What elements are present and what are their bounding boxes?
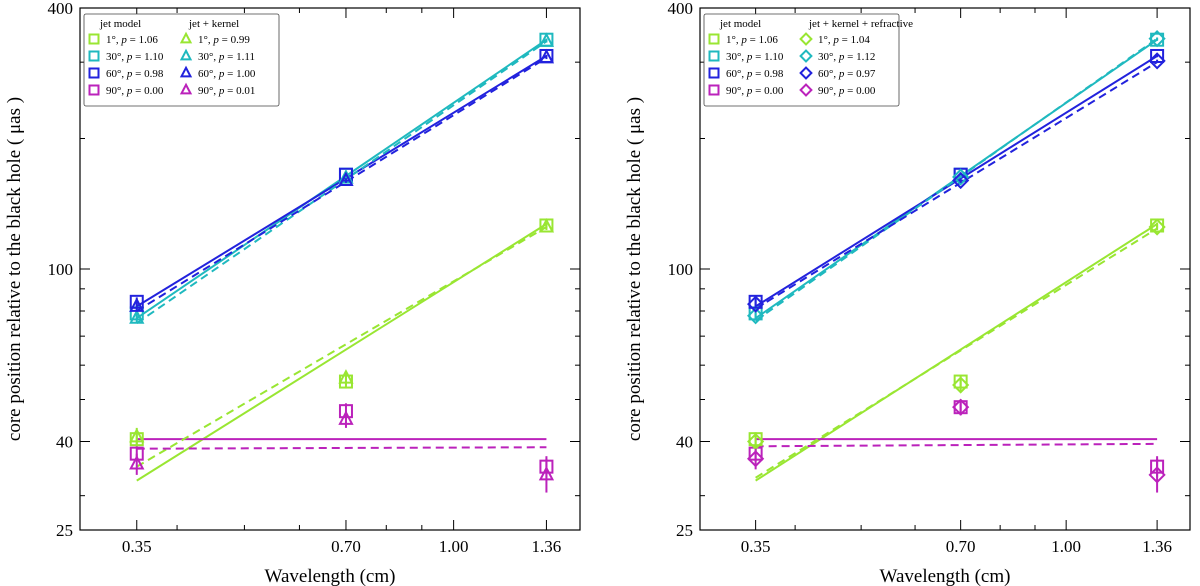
legend-box [703, 13, 900, 107]
data-point-square [708, 50, 720, 62]
y-tick-label: 25 [676, 521, 693, 540]
data-point-triangle [179, 48, 193, 61]
legend-entry: 1°, p = 1.06 [726, 34, 778, 46]
y-tick-label: 40 [676, 433, 693, 452]
legend: jet model jet + kernel 1°, p = 1.06 30°, p … [83, 13, 280, 107]
y-tick-label: 400 [48, 0, 74, 18]
data-point-diamond [1148, 29, 1166, 48]
data-point-triangle [129, 454, 145, 470]
data-point-diamond [799, 83, 813, 97]
data-point-square [88, 33, 100, 45]
y-tick-label: 400 [668, 0, 694, 18]
legend-title-1: jet model [99, 18, 141, 30]
legend-entry: 90°, p = 0.00 [818, 85, 876, 97]
data-point-square [88, 67, 100, 79]
y-axis-label: core position relative to the black hole… [624, 97, 645, 441]
data-point-triangle [129, 309, 145, 324]
data-point-diamond [952, 168, 970, 186]
x-tick-label: 1.36 [532, 537, 562, 556]
y-tick-label: 100 [668, 260, 694, 279]
data-point-diamond [747, 307, 765, 325]
x-tick-label: 0.70 [331, 537, 361, 556]
legend-entry: 30°, p = 1.10 [726, 51, 784, 63]
x-axis-label: Wavelength (cm) [880, 566, 1011, 586]
data-point-triangle [538, 32, 555, 47]
data-point-square [708, 84, 720, 96]
fit-line [755, 37, 1158, 322]
y-tick-label: 100 [48, 260, 74, 279]
x-axis-label: Wavelength (cm) [265, 566, 396, 586]
legend-entry: 30°, p = 1.12 [818, 51, 875, 63]
data-point-diamond [799, 32, 813, 46]
legend-entry: 30°, p = 1.10 [106, 51, 164, 63]
data-point-diamond [1148, 52, 1166, 70]
legend-title-1: jet model [719, 18, 761, 30]
y-tick-label: 25 [56, 521, 73, 540]
chart-panel-left: 25 40 100 400 0.35 0.70 1.00 1.36 Wavelength (cm… [4, 0, 581, 586]
data-point-diamond [799, 66, 813, 80]
legend: jet model jet + kernel + refractive 1°, p … [703, 13, 913, 107]
fit-line [755, 442, 1158, 448]
fit-line [755, 227, 1158, 479]
data-point-diamond [1148, 466, 1166, 484]
legend-entry: 1°, p = 0.99 [198, 34, 250, 46]
data-point-square [708, 67, 720, 79]
data-point-triangle [338, 369, 354, 384]
data-point-diamond [747, 450, 765, 468]
legend-entry: 60°, p = 0.98 [106, 68, 164, 80]
legend-entry: 90°, p = 0.00 [726, 85, 784, 97]
data-point-triangle [538, 217, 555, 233]
data-point-triangle [179, 82, 193, 95]
data-point-diamond [1148, 218, 1166, 236]
legend-entry: 90°, p = 0.00 [106, 85, 164, 97]
data-point-triangle [179, 65, 193, 78]
x-tick-label: 0.70 [946, 537, 976, 556]
data-point-triangle [129, 297, 145, 312]
data-point-triangle [338, 171, 354, 187]
fit-line [136, 226, 547, 468]
data-point-square [708, 33, 720, 45]
data-point-diamond [952, 376, 970, 394]
legend-entry: 60°, p = 0.97 [818, 68, 876, 80]
y-axis-label: core position relative to the black hole… [4, 97, 25, 441]
legend-entry: 60°, p = 0.98 [726, 68, 784, 80]
data-point-diamond [799, 49, 813, 63]
legend-title-2: jet + kernel [188, 18, 239, 30]
data-point-square [88, 50, 100, 62]
legend-entry: 30°, p = 1.11 [198, 51, 255, 63]
data-point-square [88, 84, 100, 96]
legend-entry: 1°, p = 1.04 [818, 34, 870, 46]
x-tick-label: 0.35 [122, 537, 152, 556]
fit-line [755, 61, 1158, 310]
y-tick-label: 40 [56, 433, 73, 452]
x-tick-label: 0.35 [741, 537, 771, 556]
chart-panel-right: 25 40 100 400 0.35 0.70 1.00 1.36 Wavelength (cm… [624, 0, 1191, 586]
x-tick-label: 1.36 [1142, 537, 1172, 556]
data-point-triangle [179, 31, 193, 44]
legend-entry: 60°, p = 1.00 [198, 68, 256, 80]
legend-entry: 90°, p = 0.01 [198, 85, 255, 97]
legend-entry: 1°, p = 1.06 [106, 34, 158, 46]
data-point-triangle [538, 465, 555, 481]
data-point-triangle [538, 48, 555, 64]
data-point-triangle [129, 427, 145, 443]
fit-line [136, 446, 547, 450]
x-tick-label: 1.00 [439, 537, 469, 556]
data-point-diamond [747, 295, 765, 313]
legend-title-2: jet + kernel + refractive [808, 18, 913, 30]
data-point-diamond [952, 171, 970, 190]
x-tick-label: 1.00 [1051, 537, 1081, 556]
data-point-diamond [952, 398, 970, 416]
data-point-triangle [338, 410, 354, 425]
